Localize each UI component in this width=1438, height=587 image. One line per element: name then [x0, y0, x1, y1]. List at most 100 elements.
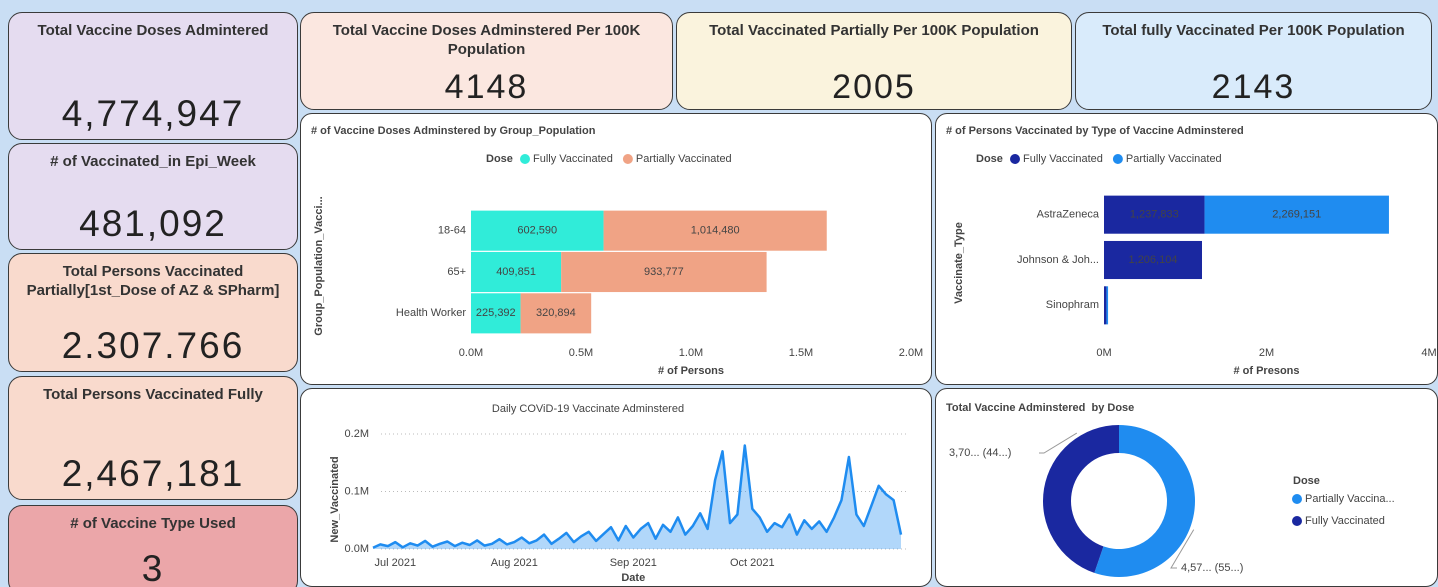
kpi-title: Total Persons Vaccinated Fully — [43, 386, 263, 403]
chart: # of Vaccine Doses Adminstered by Group_… — [311, 125, 923, 377]
legend-label: Fully Vaccinated — [533, 153, 613, 165]
x-tick-label: 4M — [1421, 347, 1436, 359]
legend-title: Dose — [976, 153, 1003, 165]
kpi-value: 481,092 — [79, 203, 227, 244]
chart-panel: # of Persons Vaccinated by Type of Vacci… — [935, 113, 1438, 385]
donut-slice — [1094, 425, 1195, 577]
legend-title: Dose — [486, 153, 513, 165]
leader-line — [1039, 432, 1078, 454]
legend-swatch — [622, 154, 633, 164]
y-tick-label: 0.0M — [345, 543, 369, 555]
kpi-value: 2,467,181 — [61, 453, 245, 494]
bar-segment — [1204, 195, 1389, 234]
kpi-value: 4,774,947 — [61, 93, 245, 134]
bar-segment — [1106, 286, 1109, 325]
kpi-card: Total Vaccinated Partially Per 100K Popu… — [676, 12, 1072, 110]
y-tick-label: Health Worker — [396, 307, 466, 319]
y-tick-label: 0.2M — [345, 428, 369, 440]
chart-panel: Daily COViD-19 Vaccinate Adminstered 0.0M… — [300, 388, 932, 587]
x-tick-label: 0M — [1096, 347, 1111, 359]
kpi-title: Total Vaccinated Partially Per 100K Popu… — [709, 22, 1039, 39]
kpi-title: Total Vaccine Doses Admintered — [37, 22, 269, 39]
kpi-card: Total fully Vaccinated Per 100K Populati… — [1075, 12, 1432, 110]
legend-label: Partially Vaccinated — [1126, 153, 1222, 165]
line — [372, 444, 903, 549]
chart-title: Total Vaccine Adminstered by Dose — [946, 402, 1134, 414]
x-tick-label: Jul 2021 — [375, 557, 417, 569]
x-tick-label: 2M — [1259, 347, 1274, 359]
y-axis-label: Group_Population_Vacci... — [313, 196, 325, 335]
chart-title: # of Vaccine Doses Adminstered by Group_… — [311, 125, 596, 137]
data-label: 1,237,833 — [1130, 209, 1179, 221]
kpi-card: Total Persons Vaccinated Partially[1st_D… — [8, 253, 298, 372]
kpi-title: Total fully Vaccinated Per 100K Populati… — [1102, 22, 1405, 39]
legend-swatch — [1112, 154, 1123, 164]
legend-label: Partially Vaccina... — [1305, 493, 1395, 505]
bar-segment — [471, 293, 521, 334]
kpi-title: Total Persons Vaccinated Partially[1st_D… — [26, 263, 280, 299]
legend-swatch — [1010, 154, 1020, 164]
data-label: 320,894 — [536, 307, 576, 319]
data-label: 1,014,480 — [691, 225, 740, 237]
kpi-value: 2005 — [832, 68, 916, 106]
chart: # of Persons Vaccinated by Type of Vacci… — [946, 125, 1436, 377]
kpi-value: 4148 — [444, 68, 529, 106]
x-tick-label: Sep 2021 — [610, 557, 657, 569]
donut-slice — [1043, 425, 1119, 573]
bar-segment — [1104, 240, 1202, 280]
area — [373, 445, 901, 549]
kpi-value: 2.307.766 — [61, 325, 245, 366]
data-label: 1,206,104 — [1129, 254, 1178, 266]
bar-segment — [1104, 195, 1205, 234]
x-axis-label: Date — [621, 572, 645, 584]
kpi-title: Total Vaccine Doses Adminstered Per 100K… — [332, 22, 641, 58]
x-axis-label: # of Presons — [1233, 365, 1299, 377]
y-tick-label: 18-64 — [438, 225, 466, 237]
chart: Total Vaccine Adminstered by Dose 4,57...… — [946, 402, 1395, 577]
y-tick-label: Sinophram — [1046, 299, 1099, 311]
data-label: 602,590 — [517, 225, 557, 237]
kpi-card: Total Vaccine Doses Admintered 4,774,947 — [8, 12, 298, 140]
y-tick-label: Johnson & Joh... — [1017, 254, 1099, 266]
legend-label: Fully Vaccinated — [1023, 153, 1103, 165]
kpi-card: # of Vaccinated_in Epi_Week 481,092 — [8, 143, 298, 250]
kpi-card: Total Vaccine Doses Adminstered Per 100K… — [300, 12, 673, 110]
data-label: 225,392 — [476, 307, 516, 319]
bar-segment — [561, 251, 767, 293]
chart-title: Daily COViD-19 Vaccinate Adminstered — [492, 403, 684, 415]
legend-label: Partially Vaccinated — [636, 153, 732, 165]
kpi-card: # of Vaccine Type Used 3 — [8, 505, 298, 587]
legend-swatch — [1292, 516, 1302, 526]
legend-swatch — [520, 154, 530, 164]
kpi-value: 2143 — [1211, 68, 1296, 106]
y-tick-label: AstraZeneca — [1037, 209, 1100, 221]
bar-segment — [603, 210, 827, 251]
bar-segment — [471, 210, 604, 251]
chart: Daily COViD-19 Vaccinate Adminstered 0.0M… — [329, 403, 906, 584]
data-label: 2,269,151 — [1272, 209, 1321, 221]
data-label: 933,777 — [644, 266, 684, 278]
kpi-title: # of Vaccine Type Used — [70, 515, 236, 532]
data-label: 3,70... (44...) — [949, 447, 1011, 459]
kpi-card: Total Persons Vaccinated Fully 2,467,181 — [8, 376, 298, 500]
bar-segment — [520, 293, 592, 334]
bar-segment — [471, 251, 562, 293]
y-tick-label: 65+ — [447, 266, 466, 278]
kpi-value: 3 — [141, 548, 165, 587]
x-tick-label: 1.5M — [789, 347, 813, 359]
x-tick-label: 1.0M — [679, 347, 703, 359]
y-axis-label: New_Vaccinated — [329, 456, 341, 542]
chart-title: # of Persons Vaccinated by Type of Vacci… — [946, 125, 1244, 137]
bar-segment — [1104, 286, 1107, 325]
x-tick-label: 2.0M — [899, 347, 923, 359]
x-tick-label: 0.0M — [459, 347, 483, 359]
data-label: 4,57... (55...) — [1181, 562, 1243, 574]
y-axis-label: Vaccinate_Type — [953, 222, 965, 304]
x-tick-label: Aug 2021 — [491, 557, 538, 569]
legend-title: Dose — [1293, 475, 1320, 487]
legend-swatch — [1292, 494, 1302, 504]
leader-line — [1170, 529, 1195, 569]
x-axis-label: # of Persons — [658, 365, 724, 377]
kpi-title: # of Vaccinated_in Epi_Week — [50, 153, 256, 170]
